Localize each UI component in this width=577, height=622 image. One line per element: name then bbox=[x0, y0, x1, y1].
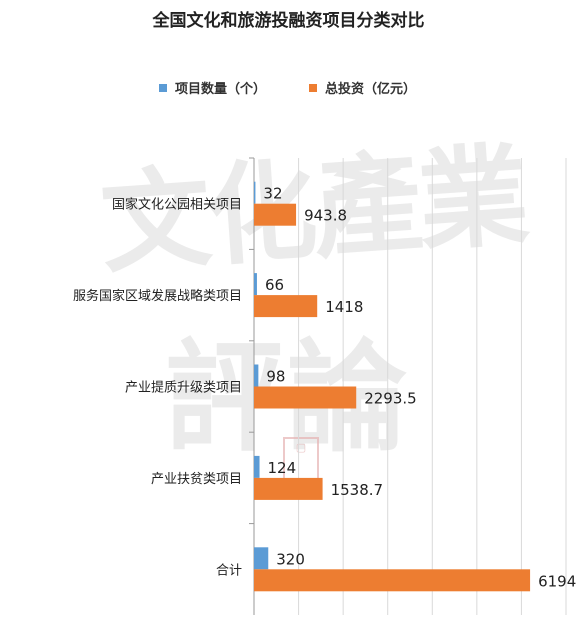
bar-count bbox=[254, 273, 257, 296]
category-label: 服务国家区域发展战略类项目 bbox=[73, 288, 242, 304]
legend-swatch-count bbox=[159, 83, 167, 92]
bar-invest bbox=[254, 295, 318, 318]
legend-label-count: 项目数量（个） bbox=[175, 82, 267, 97]
data-label: 1418 bbox=[325, 298, 363, 316]
data-label: 943.8 bbox=[304, 207, 347, 225]
legend-swatch-invest bbox=[309, 83, 317, 92]
data-label: 2293.5 bbox=[364, 390, 417, 408]
bar-invest bbox=[254, 569, 531, 592]
category-label: 国家文化公园相关项目 bbox=[112, 197, 242, 213]
bar-invest bbox=[254, 386, 357, 409]
bar-invest bbox=[254, 477, 323, 500]
category-label: 合计 bbox=[216, 563, 242, 578]
bar-count bbox=[254, 181, 256, 204]
chart-title: 全国文化和旅游投融资项目分类对比 bbox=[152, 11, 425, 31]
legend-item-invest: 总投资（亿元） bbox=[309, 78, 416, 97]
legend-label-invest: 总投资（亿元） bbox=[325, 82, 417, 97]
legend-item-count: 项目数量（个） bbox=[159, 78, 266, 97]
bar-count bbox=[254, 547, 269, 570]
bar-invest bbox=[254, 203, 297, 226]
data-label: 124 bbox=[268, 459, 297, 477]
category-label: 产业提质升级类项目 bbox=[125, 380, 242, 396]
data-label: 1538.7 bbox=[331, 481, 384, 499]
category-label: 产业扶贫类项目 bbox=[151, 471, 242, 487]
data-label: 98 bbox=[266, 368, 285, 386]
data-label: 32 bbox=[263, 185, 282, 203]
data-label: 66 bbox=[265, 276, 284, 294]
data-label: 320 bbox=[276, 550, 305, 568]
bar-count bbox=[254, 455, 260, 478]
data-label: 6194.1 bbox=[538, 572, 577, 590]
bar-count bbox=[254, 364, 259, 387]
